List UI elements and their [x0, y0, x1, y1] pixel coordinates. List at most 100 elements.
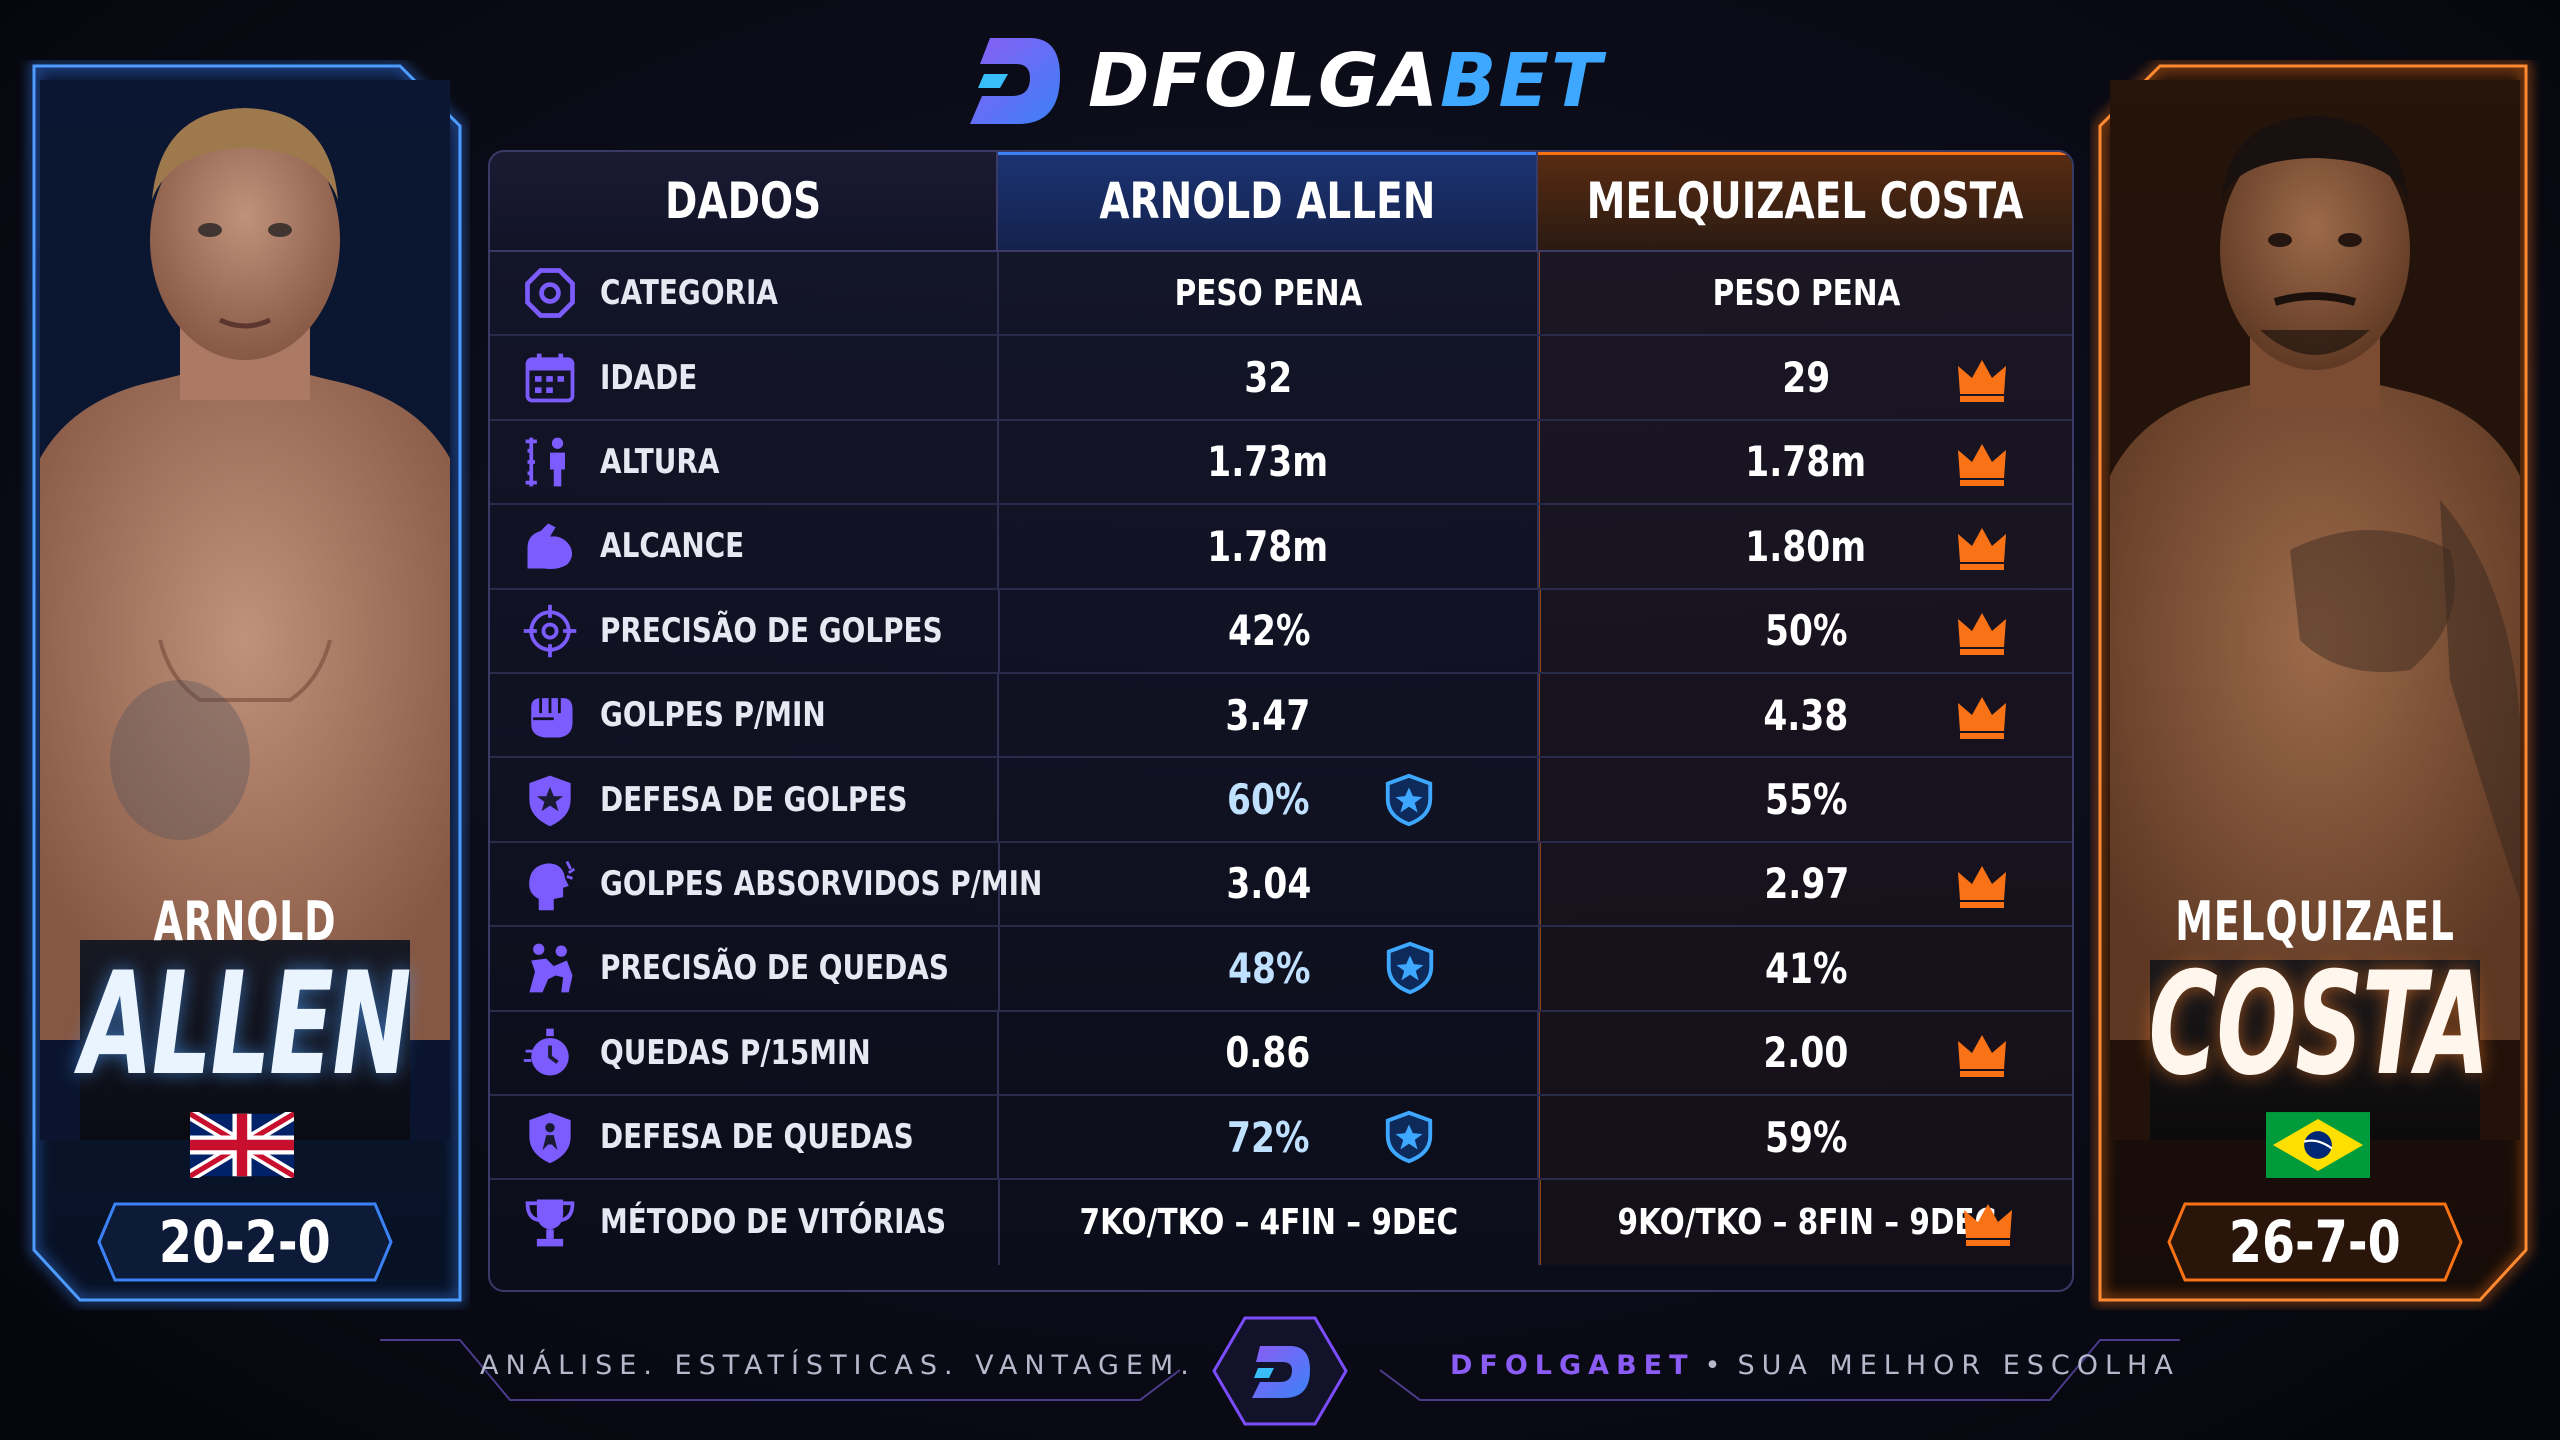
stat-value-b-cell: 2.00 — [1539, 1011, 2072, 1094]
fighter-record-left: 20-2-0 — [95, 1200, 395, 1284]
stat-label-cell: GOLPES P/MIN — [490, 673, 999, 757]
stat-value-a: 72% — [1226, 1112, 1310, 1162]
stat-value-a-cell: 48% — [1000, 927, 1540, 1010]
shield-person-icon — [529, 1112, 571, 1164]
stat-value-b: 2.97 — [1763, 859, 1849, 909]
wrestling-icon — [529, 943, 573, 993]
header-fighter-a: ARNOLD ALLEN — [998, 152, 1538, 250]
stat-value-a-cell: 32 — [999, 336, 1540, 419]
stat-value-b: PESO PENA — [1712, 272, 1901, 314]
stat-value-b-cell: PESO PENA — [1539, 252, 2072, 335]
record-frame-left — [97, 1202, 393, 1282]
fighter-portrait-right — [2110, 80, 2520, 1140]
fist-icon — [531, 698, 573, 738]
stat-value-a: 48% — [1227, 943, 1311, 993]
stat-value-a-cell: 0.86 — [999, 1011, 1540, 1094]
table-row: PRECISÃO DE QUEDAS 48% 41% — [490, 927, 2072, 1012]
footer-brand: DFOLGABET — [1450, 1350, 1695, 1381]
stat-value-a: 3.04 — [1226, 859, 1312, 909]
stat-label-cell: DEFESA DE QUEDAS — [490, 1095, 999, 1179]
stats-comparison-table: DADOS ARNOLD ALLEN MELQUIZAEL COSTA CATE… — [488, 150, 2074, 1292]
footer-slogan: SUA MELHOR ESCOLHA — [1737, 1350, 2180, 1381]
stat-label: DEFESA DE QUEDAS — [600, 1117, 914, 1158]
footer-tagline-right: DFOLGABET • SUA MELHOR ESCOLHA — [1450, 1350, 2180, 1381]
stat-value-a: PESO PENA — [1174, 272, 1362, 314]
fighter-portrait-left — [40, 80, 450, 1140]
record-frame-right — [2167, 1202, 2463, 1282]
table-row: MÉTODO DE VITÓRIAS 7KO/TKO – 4FIN – 9DEC 9… — [490, 1180, 2072, 1265]
stat-label: GOLPES ABSORVIDOS P/MIN — [600, 863, 1043, 904]
crown-icon — [1958, 1034, 2006, 1077]
crown-icon — [1958, 528, 2006, 571]
arm-icon — [527, 523, 573, 570]
head-impact-icon — [529, 860, 576, 911]
stat-value-a-cell: 72% — [999, 1095, 1540, 1179]
stat-value-b: 1.78m — [1745, 437, 1867, 487]
stat-value-a: 1.78m — [1207, 521, 1329, 571]
brand-logo: DFOLGABET — [960, 26, 1620, 136]
stat-label-cell: QUEDAS P/15MIN — [490, 1011, 999, 1094]
fighter-first-name-left: ARNOLD — [153, 890, 337, 953]
crown-icon — [1958, 612, 2006, 655]
octagon-icon — [525, 268, 575, 319]
table-body: CATEGORIA PESO PENA PESO PENA IDADE 32 29 ALTU… — [490, 252, 2072, 1265]
uk-flag-icon — [190, 1112, 294, 1178]
stat-label: QUEDAS P/15MIN — [600, 1032, 871, 1073]
table-row: DEFESA DE QUEDAS 72% 59% — [490, 1095, 2072, 1181]
table-row: DEFESA DE GOLPES 60% 55% — [490, 758, 2072, 843]
header-fighter-b: MELQUIZAEL COSTA — [1538, 152, 2072, 250]
stat-label-cell: IDADE — [490, 336, 999, 419]
stat-value-a-cell: 3.47 — [999, 673, 1540, 757]
stat-value-b-cell: 59% — [1539, 1095, 2072, 1179]
stat-value-b-cell: 55% — [1539, 758, 2072, 841]
stat-value-a-cell: 3.04 — [1000, 842, 1540, 926]
stopwatch-icon — [523, 1028, 569, 1076]
stat-value-a: 1.73m — [1207, 437, 1329, 487]
stat-label: PRECISÃO DE QUEDAS — [600, 948, 949, 989]
stat-label-cell: PRECISÃO DE GOLPES — [490, 589, 1000, 672]
stat-value-a: 7KO/TKO – 4FIN – 9DEC — [1079, 1201, 1459, 1243]
stat-value-b-cell: 1.80m — [1539, 505, 2072, 588]
header-dados: DADOS — [490, 152, 999, 250]
footer-frame — [380, 1339, 2180, 1401]
trophy-icon — [525, 1199, 575, 1247]
footer-logo-icon — [1212, 1316, 1348, 1426]
stat-value-b-cell: 4.38 — [1539, 673, 2072, 757]
calendar-icon — [525, 353, 575, 402]
stat-value-a-cell: 1.78m — [999, 505, 1540, 588]
fighter-first-name-right: MELQUIZAEL — [2175, 890, 2455, 953]
stat-value-b: 9KO/TKO – 8FIN – 9DEC — [1617, 1201, 1996, 1243]
stat-value-b-cell: 2.97 — [1539, 842, 2072, 926]
stat-value-b-cell: 9KO/TKO – 8FIN – 9DEC — [1539, 1180, 2072, 1265]
stat-label: IDADE — [600, 357, 698, 398]
stat-label: DEFESA DE GOLPES — [600, 779, 908, 820]
brazil-flag-icon — [2266, 1112, 2370, 1178]
stat-value-b: 1.80m — [1745, 521, 1867, 571]
stat-value-a: 60% — [1226, 775, 1310, 825]
shield-icon — [529, 775, 571, 826]
stat-value-a: 3.47 — [1225, 690, 1311, 740]
stat-label-cell: GOLPES ABSORVIDOS P/MIN — [490, 842, 1042, 926]
stat-value-b: 29 — [1782, 353, 1831, 403]
stat-value-a: 42% — [1227, 606, 1311, 656]
stat-value-b: 41% — [1765, 943, 1848, 993]
stat-value-b: 4.38 — [1763, 690, 1849, 740]
table-row: ALTURA 1.73m 1.78m — [490, 420, 2072, 506]
stat-value-b-cell: 29 — [1539, 336, 2072, 419]
stat-label-cell: CATEGORIA — [490, 252, 999, 335]
crown-icon — [1958, 359, 2006, 402]
stat-value-b-cell: 1.78m — [1539, 420, 2072, 504]
crown-icon — [1958, 865, 2006, 908]
table-row: IDADE 32 29 — [490, 336, 2072, 421]
shield-star-icon — [1386, 1110, 1433, 1164]
footer-separator: • — [1704, 1350, 1728, 1381]
stat-label-cell: ALTURA — [490, 420, 999, 504]
crown-icon — [1964, 1204, 2012, 1247]
table-row: GOLPES P/MIN 3.47 4.38 — [490, 673, 2072, 759]
stat-value-a-cell: 60% — [999, 758, 1540, 841]
crosshair-icon — [523, 604, 577, 657]
height-icon — [525, 437, 565, 487]
table-header: DADOS ARNOLD ALLEN MELQUIZAEL COSTA — [490, 152, 2072, 252]
fighter-panel-right: MELQUIZAEL COSTA 26-7-0 — [2090, 60, 2540, 1310]
stat-label: PRECISÃO DE GOLPES — [600, 610, 943, 651]
